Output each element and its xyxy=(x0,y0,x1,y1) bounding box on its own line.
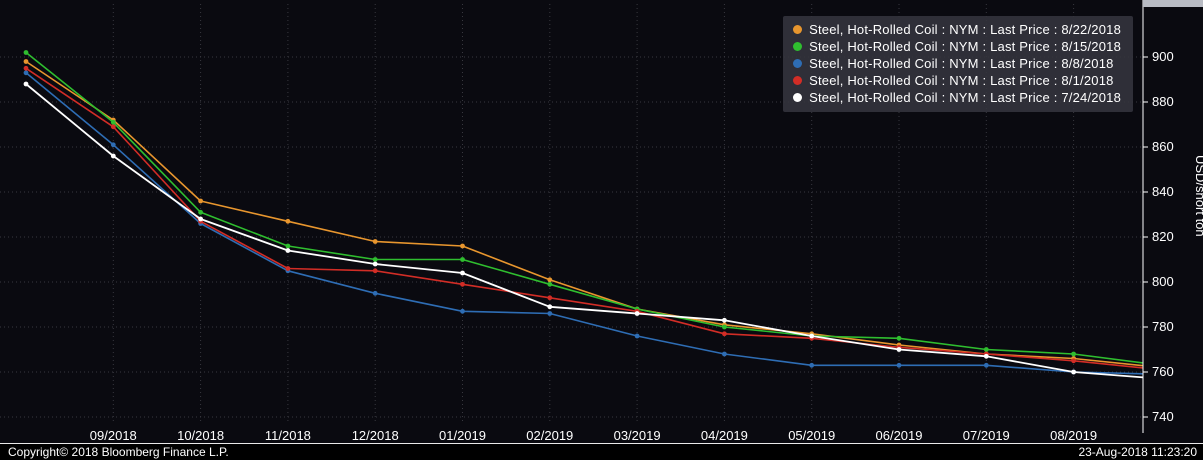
data-point-marker xyxy=(896,347,902,352)
legend-item[interactable]: Steel, Hot-Rolled Coil : NYM : Last Pric… xyxy=(793,72,1121,89)
data-point-marker xyxy=(634,311,640,316)
x-tick-label: 05/2019 xyxy=(788,428,835,443)
data-point-marker xyxy=(1071,351,1076,357)
x-tick-label: 07/2019 xyxy=(963,428,1010,443)
legend-swatch-icon xyxy=(793,42,803,51)
data-point-marker xyxy=(460,270,465,276)
y-tick-label: 860 xyxy=(1152,139,1174,154)
data-point-marker xyxy=(722,324,727,330)
legend-label: Steel, Hot-Rolled Coil : NYM : Last Pric… xyxy=(809,39,1121,54)
data-point-marker xyxy=(722,331,727,337)
x-tick-label: 09/2018 xyxy=(90,428,137,443)
data-point-marker xyxy=(809,333,815,339)
x-tick-label: 12/2018 xyxy=(352,428,399,443)
timestamp-text: 23-Aug-2018 11:23:20 xyxy=(1078,445,1197,459)
series-line xyxy=(25,51,1143,364)
data-point-marker xyxy=(547,277,553,283)
data-point-marker xyxy=(896,362,902,368)
horizontal-scrollbar[interactable] xyxy=(1143,0,1203,7)
legend-label: Steel, Hot-Rolled Coil : NYM : Last Pric… xyxy=(809,22,1121,37)
series-line xyxy=(25,83,1143,379)
data-point-marker xyxy=(110,119,116,125)
data-point-marker xyxy=(1071,369,1076,375)
data-point-marker xyxy=(722,351,727,357)
data-point-marker xyxy=(372,239,378,244)
x-tick-label: 03/2019 xyxy=(614,428,661,443)
data-point-marker xyxy=(23,81,29,87)
data-point-marker xyxy=(983,353,989,359)
data-point-marker xyxy=(460,243,465,249)
data-point-marker xyxy=(372,290,378,296)
legend-swatch-icon xyxy=(793,93,803,102)
y-tick-label: 880 xyxy=(1152,94,1174,109)
legend-swatch-icon xyxy=(793,76,803,85)
legend: Steel, Hot-Rolled Coil : NYM : Last Pric… xyxy=(783,16,1133,112)
data-point-marker xyxy=(372,257,378,262)
x-tick-label: 06/2019 xyxy=(876,428,923,443)
data-point-marker xyxy=(285,218,291,224)
data-point-marker xyxy=(983,347,989,352)
data-point-marker xyxy=(634,333,640,339)
y-tick-label: 760 xyxy=(1152,364,1174,379)
legend-swatch-icon xyxy=(793,25,803,34)
data-point-marker xyxy=(460,257,465,262)
y-tick-label: 740 xyxy=(1152,409,1174,424)
data-point-marker xyxy=(547,295,553,301)
x-tick-label: 02/2019 xyxy=(526,428,573,443)
data-point-marker xyxy=(110,124,116,130)
legend-label: Steel, Hot-Rolled Coil : NYM : Last Pric… xyxy=(809,56,1114,71)
y-tick-label: 840 xyxy=(1152,184,1174,199)
data-point-marker xyxy=(722,317,727,323)
x-tick-label: 01/2019 xyxy=(439,428,486,443)
data-point-marker xyxy=(809,362,815,368)
data-point-marker xyxy=(372,261,378,267)
data-point-marker xyxy=(23,70,29,76)
data-point-marker xyxy=(110,153,116,159)
data-point-marker xyxy=(198,216,204,222)
data-point-marker xyxy=(896,335,902,341)
data-point-marker xyxy=(285,266,291,271)
data-point-marker xyxy=(198,209,204,215)
y-tick-label: 900 xyxy=(1152,49,1174,64)
y-tick-label: 800 xyxy=(1152,274,1174,289)
legend-item[interactable]: Steel, Hot-Rolled Coil : NYM : Last Pric… xyxy=(793,21,1121,38)
copyright-text: Copyright© 2018 Bloomberg Finance L.P. xyxy=(8,445,229,459)
legend-label: Steel, Hot-Rolled Coil : NYM : Last Pric… xyxy=(809,90,1121,105)
series-line xyxy=(25,72,1143,375)
y-tick-label: 820 xyxy=(1152,229,1174,244)
data-point-marker xyxy=(547,281,553,287)
data-point-marker xyxy=(547,311,553,316)
legend-label: Steel, Hot-Rolled Coil : NYM : Last Pric… xyxy=(809,73,1114,88)
legend-swatch-icon xyxy=(793,59,803,68)
data-point-marker xyxy=(23,65,29,71)
data-point-marker xyxy=(460,308,465,314)
data-point-marker xyxy=(983,362,989,368)
legend-item[interactable]: Steel, Hot-Rolled Coil : NYM : Last Pric… xyxy=(793,38,1121,55)
data-point-marker xyxy=(372,268,378,274)
legend-item[interactable]: Steel, Hot-Rolled Coil : NYM : Last Pric… xyxy=(793,55,1121,72)
data-point-marker xyxy=(285,243,291,249)
series-line xyxy=(25,67,1143,369)
x-tick-label: 11/2018 xyxy=(265,428,311,443)
y-axis-title: USD/short ton xyxy=(1193,155,1203,237)
x-tick-label: 04/2019 xyxy=(701,428,748,443)
legend-item[interactable]: Steel, Hot-Rolled Coil : NYM : Last Pric… xyxy=(793,89,1121,106)
data-point-marker xyxy=(110,142,116,148)
x-tick-label: 10/2018 xyxy=(177,428,224,443)
data-point-marker xyxy=(1071,358,1076,364)
y-tick-label: 780 xyxy=(1152,319,1174,334)
data-point-marker xyxy=(460,281,465,287)
data-point-marker xyxy=(547,304,553,310)
data-point-marker xyxy=(23,59,29,64)
x-tick-label: 08/2019 xyxy=(1050,428,1097,443)
data-point-marker xyxy=(23,50,29,55)
data-point-marker xyxy=(285,248,291,253)
data-point-marker xyxy=(198,198,204,204)
status-bar: Copyright© 2018 Bloomberg Finance L.P. 2… xyxy=(0,443,1203,460)
